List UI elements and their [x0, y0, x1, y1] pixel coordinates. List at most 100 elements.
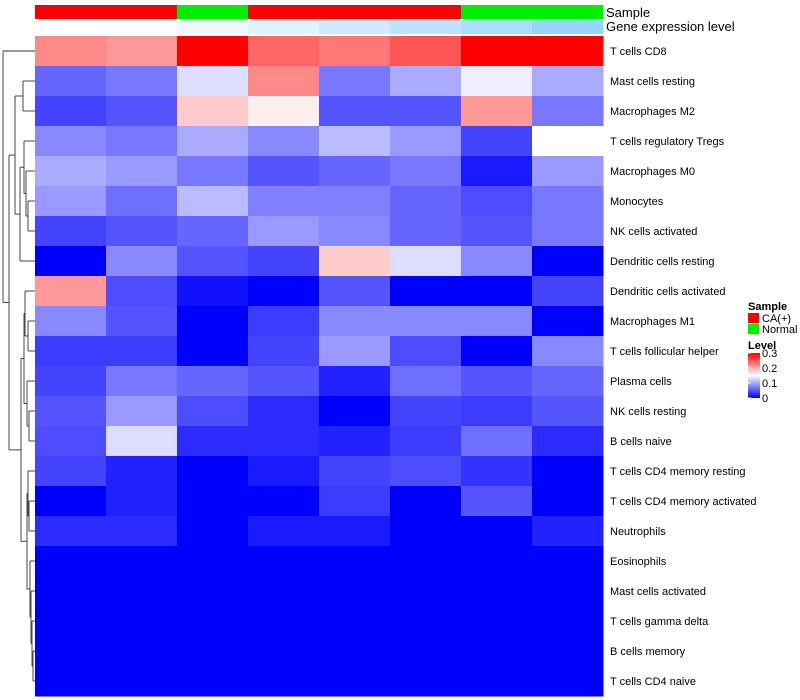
heatmap-cell — [106, 36, 178, 67]
heatmap-cell — [248, 366, 320, 397]
heatmap-cell — [461, 36, 533, 67]
heatmap-cell — [106, 396, 178, 427]
heatmap-cell — [177, 576, 249, 607]
heatmap-cell — [35, 336, 107, 367]
heatmap-cell — [532, 636, 604, 667]
heatmap-cell — [390, 336, 462, 367]
row-label: B cells memory — [610, 646, 686, 658]
heatmap-cell — [177, 186, 249, 217]
heatmap-cell — [319, 426, 391, 457]
level-tick-label: 0 — [762, 393, 768, 405]
heatmap-cell — [532, 156, 604, 187]
heatmap-cell — [461, 156, 533, 187]
row-label: Mast cells activated — [610, 586, 706, 598]
sample-annotation-cell — [248, 5, 320, 19]
heatmap-cell — [390, 66, 462, 97]
heatmap-cell — [248, 516, 320, 547]
annotation-bars — [35, 5, 604, 34]
row-labels: T cells CD8 Mast cells resting Macrophages… — [610, 46, 757, 688]
heatmap-cell — [319, 156, 391, 187]
heatmap-cell — [532, 126, 604, 157]
row-label: T cells CD4 memory resting — [610, 466, 746, 478]
heatmap-cell — [35, 246, 107, 277]
heatmap-cell — [248, 186, 320, 217]
heatmap-cell — [248, 636, 320, 667]
sample-annotation-cell — [319, 5, 391, 19]
level-legend-ticks: 0.3 0.2 0.1 0 — [748, 348, 777, 405]
row-label: T cells CD8 — [610, 46, 667, 58]
heatmap-cell — [319, 636, 391, 667]
heatmap-cell — [177, 636, 249, 667]
heatmap-cell — [532, 606, 604, 637]
heatmap-cell — [248, 36, 320, 67]
heatmap-cell — [390, 276, 462, 307]
heatmap-cell — [35, 216, 107, 247]
heatmap-cell — [319, 606, 391, 637]
heatmap-cell — [390, 126, 462, 157]
heatmap-cell — [319, 366, 391, 397]
heatmap-cell — [319, 666, 391, 697]
level-tick-label: 0.1 — [762, 378, 777, 390]
heatmap-cell — [106, 336, 178, 367]
heatmap-cell — [390, 426, 462, 457]
heatmap-cell — [106, 276, 178, 307]
heatmap-cell — [319, 66, 391, 97]
heatmap-cell — [461, 636, 533, 667]
sample-annotation-cell — [390, 5, 462, 19]
heatmap-cell — [390, 36, 462, 67]
heatmap-cell — [177, 66, 249, 97]
heatmap-cell — [532, 666, 604, 697]
heatmap-cell — [106, 126, 178, 157]
heatmap-cell — [35, 606, 107, 637]
heatmap-cell — [532, 186, 604, 217]
heatmap-cell — [319, 126, 391, 157]
heatmap-cell — [532, 486, 604, 517]
heatmap-cell — [35, 486, 107, 517]
heatmap-cell — [461, 606, 533, 637]
row-label: Monocytes — [610, 196, 664, 208]
heatmap-cell — [532, 426, 604, 457]
level-legend-title: Level — [748, 340, 776, 352]
legend-label-ca: CA(+) — [762, 313, 791, 325]
heatmap-cell — [461, 366, 533, 397]
heatmap-cell — [177, 306, 249, 337]
heatmap-cell — [177, 96, 249, 127]
heatmap-cell — [248, 156, 320, 187]
heatmap-cell — [532, 516, 604, 547]
heatmap-cell — [532, 246, 604, 277]
heatmap-cell — [461, 336, 533, 367]
heatmap-cell — [532, 576, 604, 607]
heatmap-cell — [177, 366, 249, 397]
heatmap-cell — [248, 66, 320, 97]
heatmap-cell — [390, 576, 462, 607]
heatmap-cell — [319, 546, 391, 577]
heatmap-cell — [532, 366, 604, 397]
gene-expression-annotation-cell — [35, 20, 107, 34]
gene-expression-annotation-cell — [319, 20, 391, 34]
sample-legend-title: Sample — [748, 301, 787, 313]
heatmap-cell — [390, 636, 462, 667]
heatmap-cell — [106, 306, 178, 337]
heatmap-cell — [461, 276, 533, 307]
heatmap-cell — [319, 276, 391, 307]
heatmap-cell — [248, 456, 320, 487]
heatmap-cell — [532, 96, 604, 127]
heatmap-cell — [248, 486, 320, 517]
legend-swatch-normal — [748, 324, 759, 334]
heatmap-cell — [390, 216, 462, 247]
row-label: T cells CD4 naive — [610, 676, 696, 688]
heatmap-cell — [319, 36, 391, 67]
heatmap-cell — [106, 246, 178, 277]
row-label: Dendritic cells activated — [610, 286, 726, 298]
heatmap-cell — [106, 576, 178, 607]
level-color-bar — [748, 353, 760, 398]
row-label: Macrophages M2 — [610, 106, 695, 118]
heatmap-cell — [319, 486, 391, 517]
heatmap-cell — [390, 546, 462, 577]
row-label: T cells follicular helper — [610, 346, 719, 358]
heatmap-cell — [106, 636, 178, 667]
heatmap-cell — [532, 456, 604, 487]
heatmap-cell — [248, 426, 320, 457]
level-tick-label: 0.3 — [762, 348, 777, 360]
